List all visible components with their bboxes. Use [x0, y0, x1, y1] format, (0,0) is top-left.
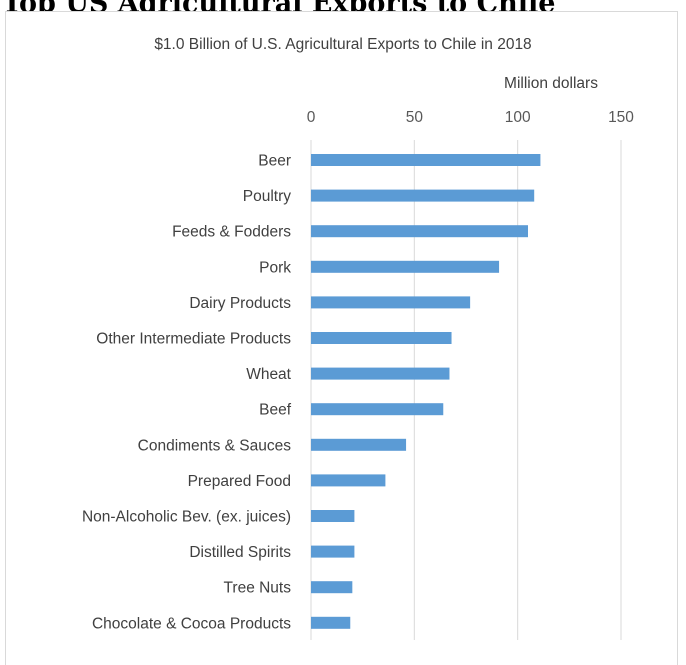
category-label: Wheat — [246, 366, 291, 383]
bar — [311, 510, 355, 522]
bars — [311, 154, 541, 629]
bar — [311, 438, 407, 451]
category-labels: Beer Poultry Feeds & Fodders Pork Dairy Pro… — [82, 153, 292, 633]
bar — [311, 189, 535, 202]
x-tick-label: 50 — [406, 109, 424, 126]
bar — [311, 225, 528, 238]
bar — [311, 581, 353, 594]
category-label: Dairy Products — [189, 295, 291, 312]
category-label: Feeds & Fodders — [172, 224, 291, 241]
category-label: Non-Alcoholic Bev. (ex. juices) — [82, 509, 291, 526]
bar — [311, 367, 450, 380]
x-tick-label: 100 — [505, 109, 531, 126]
gridlines — [310, 140, 622, 640]
bar — [311, 260, 500, 273]
bar — [311, 474, 386, 487]
category-label: Other Intermediate Products — [96, 331, 291, 348]
x-axis-ticks: 0 50 100 150 — [307, 109, 635, 126]
x-axis-label: Million dollars — [504, 75, 598, 92]
category-label: Distilled Spirits — [189, 544, 291, 561]
x-tick-label: 0 — [307, 109, 316, 126]
bar — [311, 403, 444, 416]
chart-title: $1.0 Billion of U.S. Agricultural Export… — [154, 36, 531, 53]
bar — [311, 545, 355, 558]
category-label: Beer — [258, 153, 291, 170]
bar — [311, 616, 351, 629]
category-label: Prepared Food — [188, 473, 291, 490]
category-label: Tree Nuts — [224, 580, 292, 597]
bar — [311, 154, 541, 166]
bar — [311, 296, 471, 309]
category-label: Pork — [259, 259, 291, 276]
category-label: Chocolate & Cocoa Products — [92, 615, 291, 632]
bar — [311, 332, 452, 344]
category-label: Condiments & Sauces — [138, 437, 292, 454]
x-tick-label: 150 — [608, 109, 634, 126]
category-label: Beef — [259, 402, 292, 419]
category-label: Poultry — [243, 188, 291, 205]
